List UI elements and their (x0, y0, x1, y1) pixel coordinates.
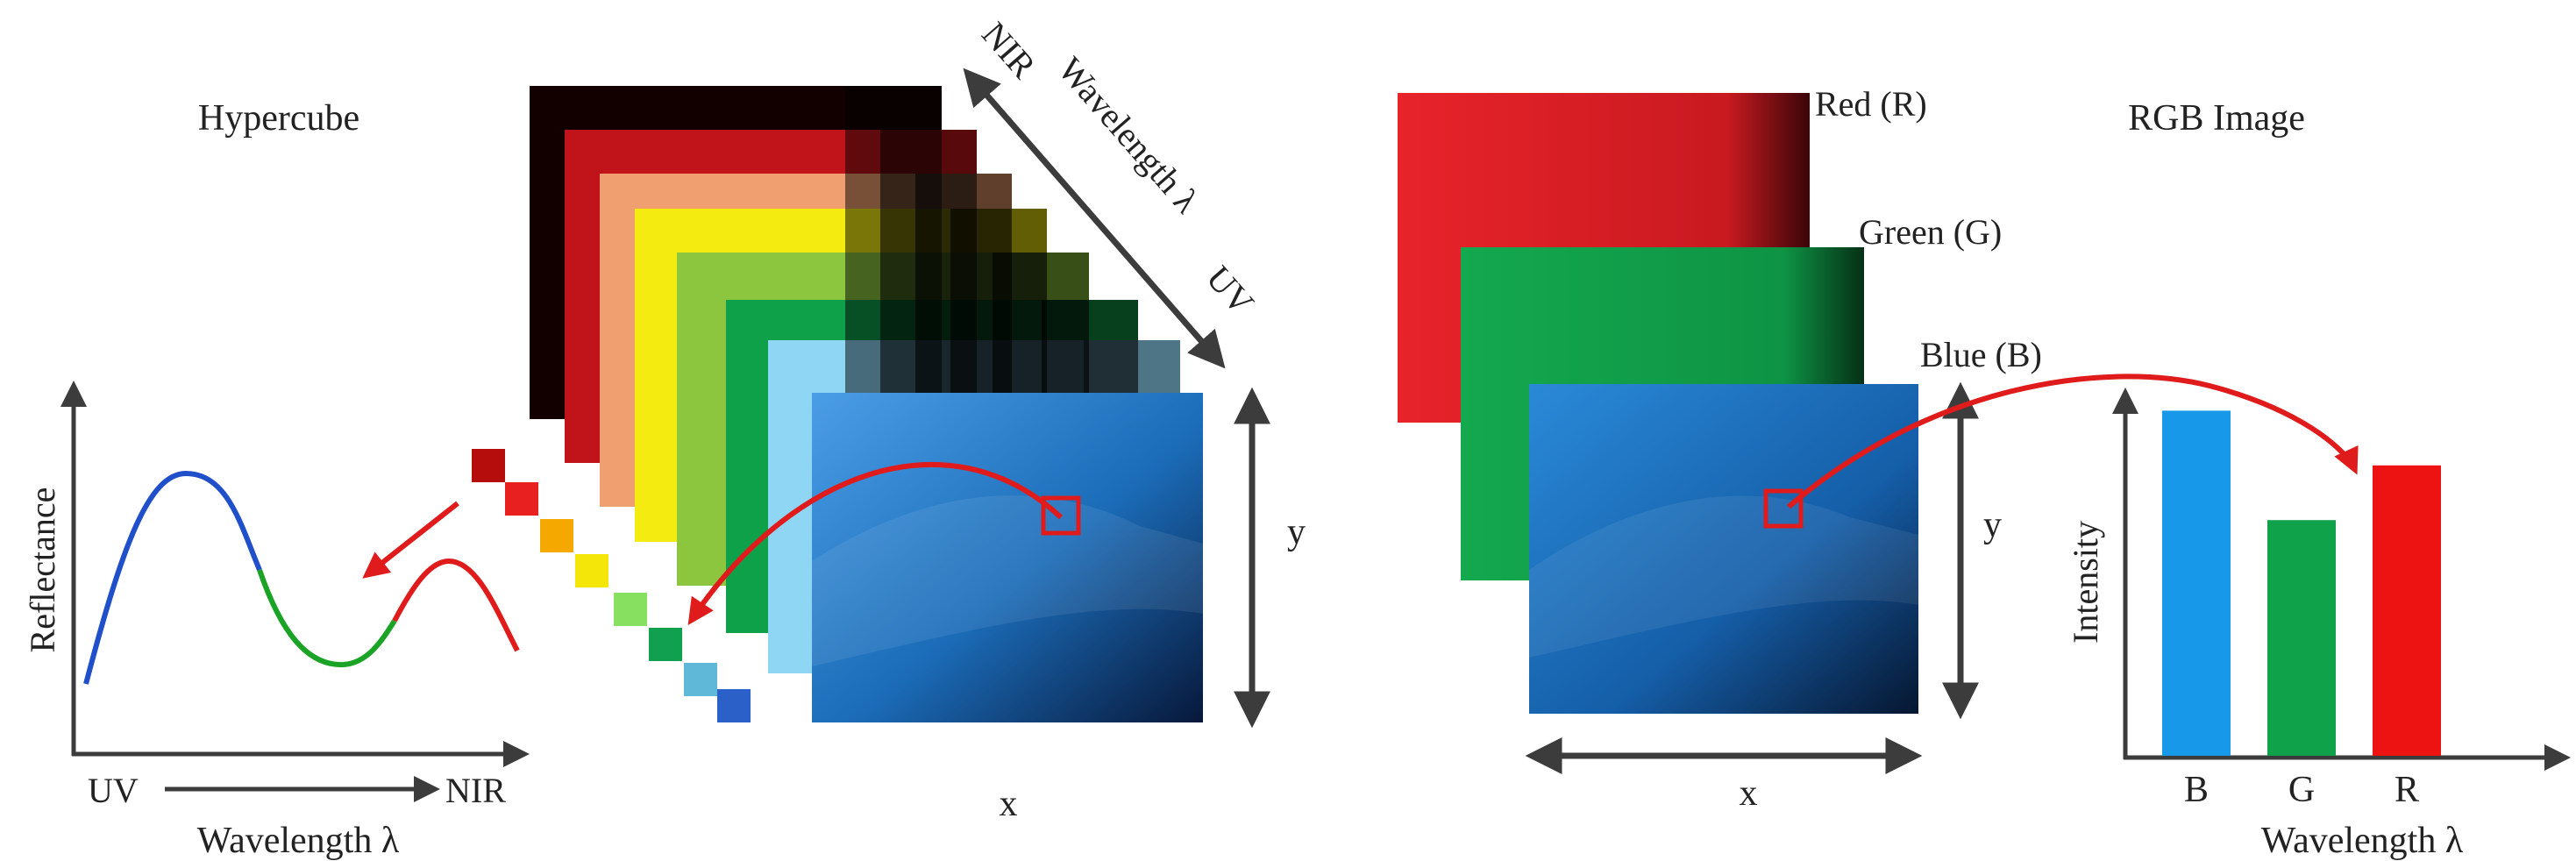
bar-b (2162, 410, 2231, 756)
spectrum-square (575, 554, 608, 587)
spectrum-square (614, 593, 647, 626)
pixel-to-spectrum-arrow (687, 461, 1064, 625)
rgb-x-label: x (1740, 773, 1758, 814)
green-channel-label: Green (G) (1859, 212, 2002, 252)
selected-pixel-marker (1041, 495, 1081, 536)
front-band-image (812, 393, 1203, 722)
spectrum-square (540, 519, 573, 552)
rgb-channel-stack (1398, 93, 1918, 714)
bar-category-label: G (2288, 770, 2315, 810)
wavelength-start-label: NIR (974, 14, 1043, 86)
bar-g (2267, 520, 2336, 756)
blue-channel-label: Blue (B) (1920, 335, 2042, 374)
spectrum-square (472, 449, 505, 482)
bar-chart-wavelength-label: Wavelength λ (2261, 821, 2464, 861)
hypercube-y-label: y (1287, 512, 1306, 552)
wavelength-end-label: UV (1199, 258, 1262, 322)
pixel-spectrum-squares (472, 449, 751, 722)
spectrum-curve-visible (257, 569, 397, 668)
spectrum-square (717, 689, 751, 722)
blue-channel-image (1529, 384, 1918, 714)
bar-category-label: R (2395, 770, 2419, 810)
reflectance-plot: Reflectance UV NIR Wavelength λ (23, 381, 530, 861)
hypercube-title: Hypercube (198, 98, 359, 139)
plot-nir-label: NIR (445, 771, 506, 810)
rgb-y-label: y (1983, 505, 2002, 545)
rgb-specimen-silhouette (1529, 495, 1918, 658)
bar-category-label: B (2184, 770, 2209, 810)
spectrum-curve-uv (83, 470, 262, 685)
intensity-bar-chart: Intensity Wavelength λ B G R (2066, 388, 2571, 861)
reflectance-axis-label: Reflectance (23, 487, 62, 653)
hypercube-band-stack (530, 86, 1203, 722)
intensity-axis-label: Intensity (2066, 521, 2105, 644)
rgb-image-title: RGB Image (2128, 98, 2305, 139)
spectrum-curve-nir (392, 558, 520, 652)
plot-uv-label: UV (88, 771, 139, 810)
spectrum-square (505, 482, 538, 516)
specimen-silhouette (812, 495, 1203, 666)
spectrum-square (684, 663, 717, 696)
pixel-to-intensity-arrow (1787, 374, 2359, 509)
spectrum-square (649, 628, 682, 661)
wavelength-axis-arrow (963, 68, 1226, 369)
spectrum-to-plot-arrow (362, 501, 459, 579)
plot-wavelength-label: Wavelength λ (197, 821, 400, 861)
hypercube-x-label: x (1000, 784, 1018, 824)
bar-r (2373, 465, 2441, 756)
rgb-selected-pixel-marker (1763, 488, 1804, 529)
red-channel-label: Red (R) (1815, 84, 1927, 124)
